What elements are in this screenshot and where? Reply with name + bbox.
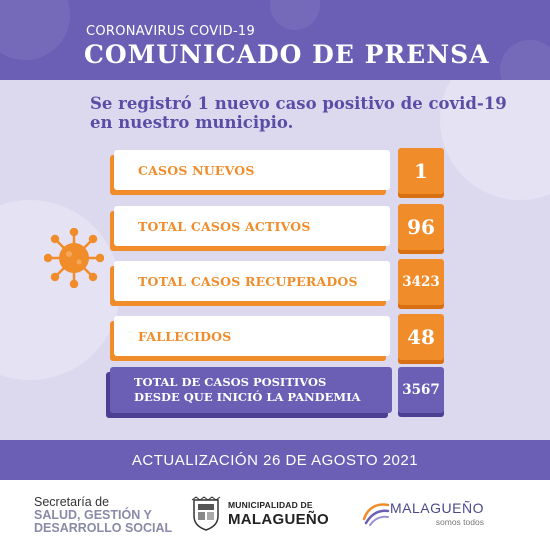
- total-value-text: 3567: [402, 382, 440, 398]
- stat-value-text: 3423: [402, 274, 440, 290]
- decorative-virus-shape: [500, 40, 550, 80]
- stat-value-casos-recuperados: 3423: [398, 259, 444, 305]
- stat-value-text: 48: [407, 325, 435, 349]
- total-positive-label: TOTAL DE CASOS POSITIVOS DESDE QUE INICI…: [110, 367, 392, 413]
- update-date-text: ACTUALIZACIÓN 26 DE AGOSTO 2021: [131, 451, 419, 469]
- stat-label-fallecidos: FALLECIDOS: [114, 316, 390, 356]
- secretaria-line-1: Secretaría de: [34, 495, 110, 509]
- municipalidad-line-1: MUNICIPALIDAD DE: [228, 500, 313, 510]
- headline-line-1: Se registró 1 nuevo caso positivo de cov…: [90, 94, 507, 113]
- stat-label-casos-activos: TOTAL CASOS ACTIVOS: [114, 206, 390, 246]
- stat-label-casos-nuevos: CASOS NUEVOS: [114, 150, 390, 190]
- update-date-band: ACTUALIZACIÓN 26 DE AGOSTO 2021: [0, 440, 550, 480]
- stat-label-text: TOTAL CASOS ACTIVOS: [138, 218, 311, 234]
- stat-value-casos-nuevos: 1: [398, 148, 444, 194]
- secretaria-logo: Secretaría de SALUD, GESTIÓN Y DESARROLL…: [34, 496, 172, 535]
- malagueno-swoosh-icon: [362, 503, 390, 526]
- municipalidad-line-2: MALAGUEÑO: [228, 511, 330, 528]
- stat-value-text: 96: [407, 215, 435, 239]
- logos-footer: Secretaría de SALUD, GESTIÓN Y DESARROLL…: [0, 480, 550, 550]
- stat-label-text: FALLECIDOS: [138, 328, 232, 344]
- virus-icon: [44, 228, 104, 288]
- stat-value-text: 1: [414, 159, 428, 183]
- stat-label-text: TOTAL CASOS RECUPERADOS: [138, 273, 358, 289]
- malagueno-tagline: somos todos: [435, 517, 484, 527]
- malagueno-name: MALAGUEÑO: [390, 500, 484, 516]
- secretaria-line-2: SALUD, GESTIÓN Y: [34, 508, 152, 522]
- municipalidad-logo: MUNICIPALIDAD DE MALAGUEÑO: [228, 500, 329, 528]
- total-label-line-2: DESDE QUE INICIÓ LA PANDEMIA: [134, 390, 361, 404]
- municipal-emblem-icon: [191, 496, 221, 531]
- stat-value-fallecidos: 48: [398, 314, 444, 360]
- stat-value-casos-activos: 96: [398, 204, 444, 250]
- stat-label-casos-recuperados: TOTAL CASOS RECUPERADOS: [114, 261, 390, 301]
- decorative-virus-shape: [270, 0, 320, 30]
- total-label-line-1: TOTAL DE CASOS POSITIVOS: [134, 375, 327, 389]
- decorative-shape: [0, 200, 120, 380]
- total-positive-value: 3567: [398, 367, 444, 413]
- header-subtitle: CORONAVIRUS COVID-19: [86, 24, 256, 39]
- decorative-virus-shape: [0, 0, 70, 60]
- secretaria-line-3: DESARROLLO SOCIAL: [34, 521, 173, 535]
- header-title: COMUNICADO DE PRENSA: [84, 40, 490, 69]
- malagueno-logo: MALAGUEÑO somos todos: [390, 500, 484, 527]
- headline-line-2: en nuestro municipio.: [90, 113, 294, 132]
- headline: Se registró 1 nuevo caso positivo de cov…: [90, 94, 530, 132]
- header-band: CORONAVIRUS COVID-19 COMUNICADO DE PRENS…: [0, 0, 550, 80]
- stat-label-text: CASOS NUEVOS: [138, 162, 255, 178]
